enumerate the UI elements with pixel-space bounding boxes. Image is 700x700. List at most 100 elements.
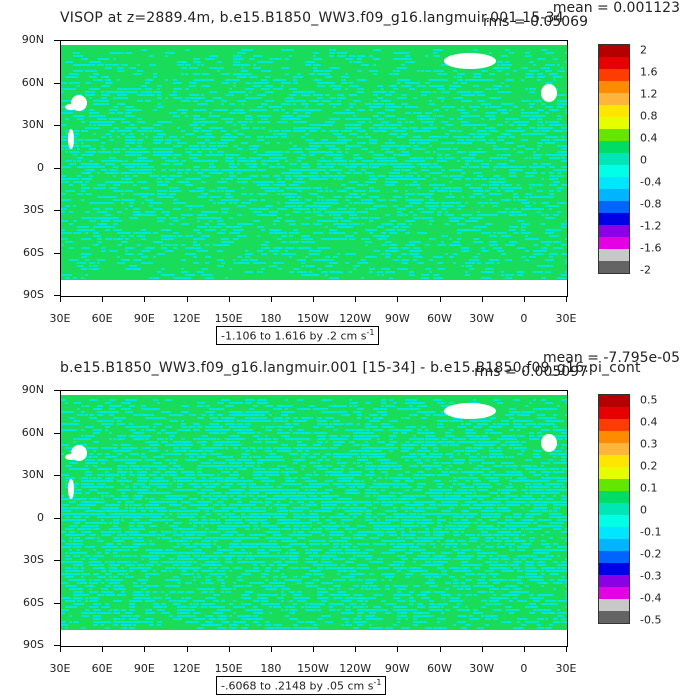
anomaly-patch: [113, 160, 123, 162]
anomaly-patch: [173, 208, 180, 210]
anomaly-patch: [353, 501, 359, 503]
anomaly-patch: [125, 163, 131, 165]
anomaly-patch: [373, 256, 377, 258]
anomaly-patch: [97, 64, 104, 66]
anomaly-patch: [525, 259, 529, 261]
anomaly-patch: [485, 142, 493, 144]
anomaly-patch: [193, 169, 199, 171]
anomaly-patch: [213, 172, 217, 174]
anomaly-patch: [481, 516, 486, 518]
anomaly-patch: [189, 522, 192, 524]
anomaly-patch: [497, 139, 504, 141]
anomaly-patch: [509, 136, 515, 138]
anomaly-patch: [197, 196, 207, 198]
anomaly-patch: [137, 426, 140, 428]
anomaly-patch: [269, 453, 276, 455]
anomaly-patch: [345, 453, 355, 455]
anomaly-patch: [257, 465, 260, 467]
anomaly-patch: [201, 465, 210, 467]
anomaly-patch: [125, 507, 128, 509]
anomaly-patch: [317, 468, 323, 470]
anomaly-patch: [537, 468, 547, 470]
anomaly-patch: [313, 70, 319, 72]
anomaly-patch: [381, 513, 386, 515]
anomaly-patch: [97, 420, 103, 422]
anomaly-patch: [485, 513, 488, 515]
anomaly-patch: [197, 507, 206, 509]
anomaly-patch: [561, 504, 566, 506]
anomaly-patch: [269, 405, 273, 407]
anomaly-patch: [369, 426, 378, 428]
anomaly-patch: [237, 441, 240, 443]
anomaly-patch: [449, 202, 455, 204]
anomaly-patch: [225, 480, 230, 482]
anomaly-patch: [389, 142, 395, 144]
anomaly-patch: [453, 241, 460, 243]
anomaly-patch: [553, 58, 558, 60]
anomaly-patch: [245, 121, 248, 123]
anomaly-patch: [533, 489, 543, 491]
anomaly-patch: [501, 274, 504, 276]
anomaly-patch: [209, 166, 216, 168]
anomaly-patch: [333, 88, 341, 90]
anomaly-patch: [61, 88, 70, 90]
anomaly-patch: [193, 241, 197, 243]
anomaly-patch: [493, 88, 499, 90]
anomaly-patch: [173, 441, 180, 443]
anomaly-patch: [61, 178, 71, 180]
anomaly-patch: [129, 169, 136, 171]
anomaly-patch: [493, 498, 503, 500]
anomaly-patch: [189, 94, 199, 96]
anomaly-patch: [417, 130, 425, 132]
anomaly-patch: [93, 456, 98, 458]
anomaly-patch: [277, 405, 283, 407]
anomaly-patch: [69, 423, 74, 425]
anomaly-patch: [225, 244, 229, 246]
anomaly-patch: [397, 229, 406, 231]
anomaly-patch: [85, 465, 88, 467]
anomaly-patch: [365, 238, 370, 240]
anomaly-patch: [545, 265, 553, 267]
anomaly-patch: [409, 178, 418, 180]
anomaly-patch: [381, 205, 387, 207]
anomaly-patch: [481, 166, 488, 168]
anomaly-patch: [489, 106, 498, 108]
anomaly-patch: [297, 444, 304, 446]
colorbar-swatch: [598, 117, 630, 129]
anomaly-patch: [89, 124, 92, 126]
anomaly-patch: [529, 465, 532, 467]
anomaly-patch: [281, 510, 288, 512]
anomaly-patch: [281, 136, 287, 138]
anomaly-patch: [181, 109, 188, 111]
anomaly-patch: [133, 208, 140, 210]
anomaly-patch: [89, 166, 97, 168]
anomaly-patch: [245, 411, 249, 413]
anomaly-patch: [473, 115, 480, 117]
anomaly-patch: [329, 163, 336, 165]
anomaly-patch: [289, 202, 299, 204]
anomaly-patch: [541, 130, 548, 132]
anomaly-patch: [345, 172, 351, 174]
anomaly-patch: [485, 486, 492, 488]
anomaly-patch: [281, 103, 287, 105]
anomaly-patch: [397, 468, 400, 470]
anomaly-patch: [237, 133, 244, 135]
anomaly-patch: [97, 474, 104, 476]
anomaly-patch: [433, 109, 439, 111]
anomaly-patch: [425, 205, 435, 207]
anomaly-patch: [149, 498, 155, 500]
anomaly-patch: [389, 465, 394, 467]
anomaly-patch: [425, 513, 429, 515]
longitude-tick: [313, 296, 314, 302]
anomaly-patch: [565, 438, 567, 440]
anomaly-patch: [289, 241, 299, 243]
anomaly-patch: [137, 483, 145, 485]
longitude-label: 150W: [297, 312, 329, 325]
anomaly-patch: [265, 501, 272, 503]
anomaly-patch: [217, 510, 223, 512]
anomaly-patch: [517, 435, 525, 437]
anomaly-patch: [261, 513, 268, 515]
anomaly-patch: [537, 166, 542, 168]
anomaly-patch: [425, 121, 434, 123]
anomaly-patch: [469, 516, 474, 518]
